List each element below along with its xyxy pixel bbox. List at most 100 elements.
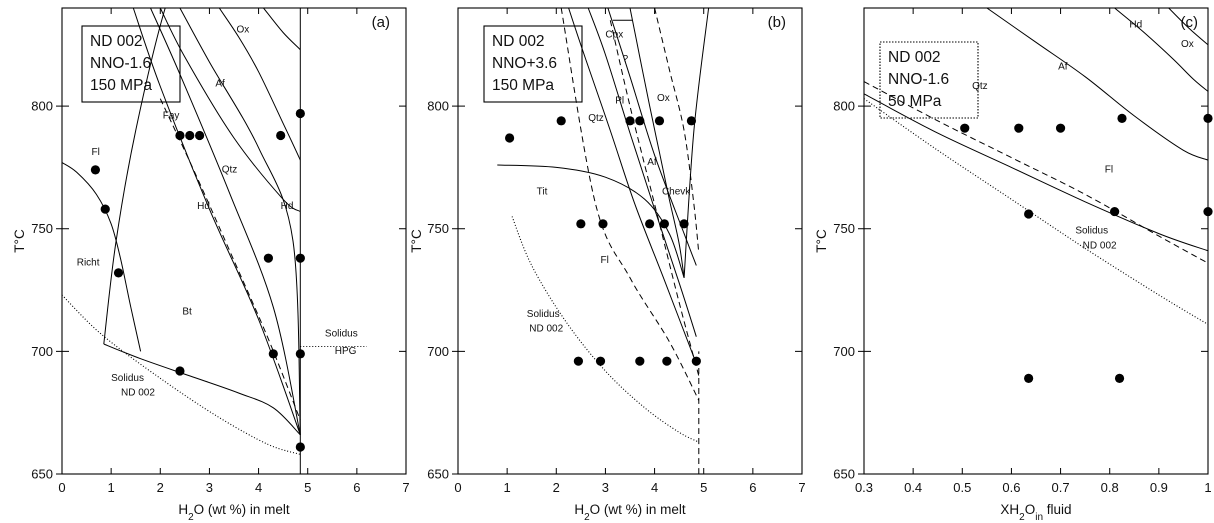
x-tick-label: 4 <box>255 480 262 495</box>
phase-label: Ox <box>1181 39 1194 50</box>
conditions-box: ND 002 NNO-1.6 50 MPa <box>879 41 979 119</box>
phase-boundary-solid <box>1168 8 1208 46</box>
phase-boundary-solid <box>607 8 697 266</box>
panel-b: (b) ND 002 NNO+3.6 150 MPa H2O (wt %) in… <box>409 7 806 523</box>
phase-label: ND 002 <box>121 388 155 399</box>
phase-label: Solidus <box>1075 226 1108 237</box>
panel-label: (b) <box>768 14 786 31</box>
phase-boundary-solid <box>497 164 685 278</box>
data-point <box>625 116 635 126</box>
x-tick-label: 0.5 <box>953 480 971 495</box>
phase-label: Hd <box>197 201 210 212</box>
data-point <box>1055 123 1066 133</box>
data-point <box>960 123 970 133</box>
phase-label: Hd <box>281 201 294 212</box>
x-tick-label: 3 <box>206 480 213 495</box>
phase-boundary-solid <box>864 93 1208 252</box>
phase-labels: Qtz Af Hd Ox Fl Solidus ND 002 <box>972 20 1194 252</box>
x-ticks: 0 1 2 3 4 5 6 7 <box>58 8 410 495</box>
x-tick-label: 0.6 <box>1002 480 1020 495</box>
x-tick-label: 5 <box>700 480 707 495</box>
x-tick-label: 0.7 <box>1052 480 1070 495</box>
data-point <box>1024 209 1034 219</box>
phase-boundary-dashed <box>864 81 1208 264</box>
data-point <box>573 356 584 366</box>
phase-boundary-solid <box>218 8 301 161</box>
x-tick-label: 4 <box>651 480 658 495</box>
phase-boundary-dotted <box>864 98 1208 325</box>
phase-curves <box>864 8 1208 325</box>
phase-label: Af <box>647 157 657 168</box>
phase-boundary-solid <box>132 8 301 435</box>
phase-label: Fl <box>91 147 99 158</box>
y-ticks: 650 700 750 800 <box>427 99 802 482</box>
data-point <box>662 356 672 366</box>
data-points <box>960 113 1213 383</box>
data-point <box>263 253 273 263</box>
y-tick-label: 800 <box>833 99 855 114</box>
data-point <box>1203 206 1213 217</box>
x-tick-label: 0.4 <box>904 480 922 495</box>
phase-label: Hd <box>1129 20 1142 31</box>
box-line-1: ND 002 <box>492 33 545 50</box>
box-line-1: ND 002 <box>90 33 143 50</box>
phase-label: Fay <box>163 110 180 121</box>
phase-label: Cpx <box>605 29 623 40</box>
y-ticks: 650 700 750 800 <box>833 99 1208 482</box>
x-tick-label: 7 <box>402 480 409 495</box>
data-point <box>276 130 286 141</box>
y-ticks: 650 700 750 800 <box>31 99 406 482</box>
y-tick-label: 700 <box>427 344 449 359</box>
x-tick-label: 7 <box>798 480 805 495</box>
data-points <box>90 108 305 452</box>
data-point <box>691 356 701 366</box>
data-point <box>113 268 124 278</box>
phase-label: Qtz <box>222 164 238 175</box>
data-point <box>1110 206 1120 217</box>
x-ticks: 0 1 2 3 4 5 6 7 <box>454 8 806 495</box>
y-tick-label: 800 <box>427 99 449 114</box>
phase-label: Richt <box>77 258 100 269</box>
phase-label: Qtz <box>972 81 988 92</box>
phase-boundary-solid <box>103 343 301 436</box>
x-tick-label: 5 <box>304 480 311 495</box>
y-tick-label: 650 <box>427 467 449 482</box>
data-point <box>268 349 278 359</box>
y-tick-label: 700 <box>833 344 855 359</box>
phase-boundary-solid <box>683 8 710 278</box>
data-point <box>195 130 205 141</box>
phase-label: Ox <box>657 93 670 104</box>
y-tick-label: 800 <box>31 99 53 114</box>
y-axis-label: T°C <box>12 229 27 253</box>
x-tick-label: 1 <box>1204 480 1211 495</box>
box-line-2: NNO-1.6 <box>888 71 949 88</box>
y-tick-label: 750 <box>427 221 449 236</box>
conditions-box: ND 002 NNO+3.6 150 MPa <box>483 25 583 103</box>
x-ticks: 0.3 0.4 0.5 0.6 0.7 0.8 0.9 1 <box>855 8 1212 495</box>
x-tick-label: 6 <box>749 480 756 495</box>
data-point <box>686 116 697 126</box>
panel-a: (a) ND 002 NNO-1.6 150 MPa H2O (wt %) in… <box>12 7 410 523</box>
box-line-3: 150 MPa <box>90 77 152 94</box>
conditions-box: ND 002 NNO-1.6 150 MPa <box>81 25 181 103</box>
phase-boundary-solid <box>587 8 697 337</box>
phase-labels: Fl Fay Ox Af Qtz Hd Hd Richt Bt Solidus ND 002 Soli… <box>77 25 358 399</box>
x-tick-label: 0 <box>58 480 65 495</box>
x-tick-label: 2 <box>157 480 164 495</box>
data-point <box>90 165 101 175</box>
phase-boundary-solid <box>263 8 301 51</box>
panel-label: (c) <box>1181 14 1199 31</box>
data-point <box>100 204 110 214</box>
phase-label: Fl <box>1105 164 1113 175</box>
data-point <box>175 130 185 141</box>
y-tick-label: 750 <box>833 221 855 236</box>
data-point <box>654 116 665 126</box>
x-tick-label: 1 <box>108 480 115 495</box>
phase-boundary-dashed <box>159 98 301 421</box>
data-point <box>1203 113 1213 123</box>
data-point <box>1114 373 1125 383</box>
conditions-box-frame <box>81 25 181 103</box>
phase-boundary-solid <box>986 8 1208 161</box>
phase-label: Tit <box>537 186 548 197</box>
data-point <box>576 219 586 229</box>
